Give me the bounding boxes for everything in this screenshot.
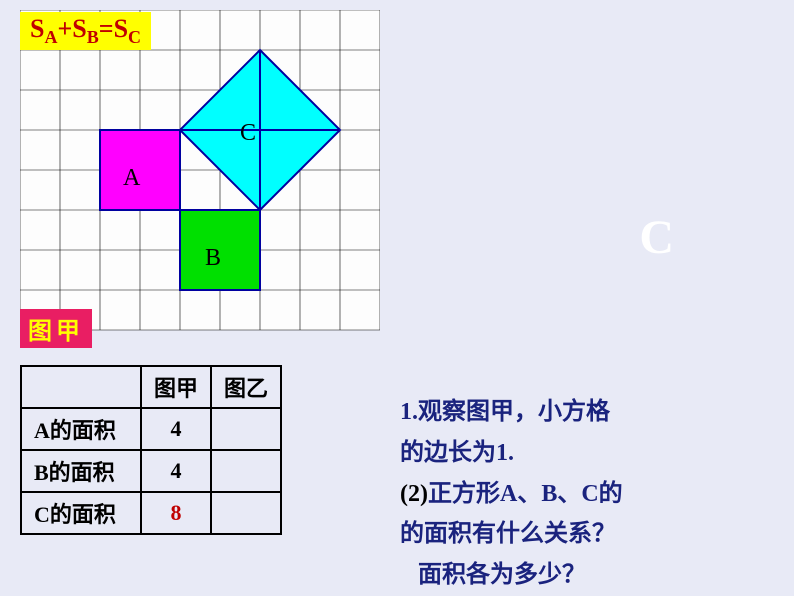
table-row: C的面积 8 — [21, 492, 281, 534]
q-line5: 面积各为多少？ — [400, 555, 780, 596]
th-blank — [21, 366, 141, 408]
q-line2: 的边长为1. — [400, 433, 780, 474]
row-b-jia: 4 — [141, 450, 211, 492]
questions-block: 1.观察图甲，小方格 的边长为1. (2)正方形A、B、C的 的面积有什么关系？… — [400, 392, 780, 596]
formula-text: SA+SB=SC — [30, 14, 141, 43]
th-jia: 图甲 — [141, 366, 211, 408]
row-c-jia: 8 — [141, 492, 211, 534]
square-a-label: A — [123, 165, 141, 191]
q-line3-num: (2) — [400, 481, 428, 507]
row-c-label: C的面积 — [21, 492, 141, 534]
grid-diagram-svg: A B C — [20, 10, 380, 350]
square-c-label: C — [240, 120, 256, 146]
row-b-label: B的面积 — [21, 450, 141, 492]
table-row: B的面积 4 — [21, 450, 281, 492]
q-line3-txt: 正方形A、B、C的 — [428, 481, 623, 507]
q-line4: 的面积有什么关系？ — [400, 514, 780, 555]
row-c-yi — [211, 492, 281, 534]
square-b-label: B — [205, 245, 221, 271]
th-yi: 图乙 — [211, 366, 281, 408]
area-table: 图甲 图乙 A的面积 4 B的面积 4 C的面积 8 — [20, 365, 282, 535]
q-line3: (2)正方形A、B、C的 — [400, 474, 780, 515]
table-header-row: 图甲 图乙 — [21, 366, 281, 408]
q-line1: 1.观察图甲，小方格 — [400, 392, 780, 433]
diagram-caption: 图甲 — [20, 309, 92, 348]
formula-equation-box: SA+SB=SC — [20, 12, 151, 50]
table-row: A的面积 4 — [21, 408, 281, 450]
watermark-c: C — [639, 210, 674, 265]
row-b-yi — [211, 450, 281, 492]
row-a-label: A的面积 — [21, 408, 141, 450]
row-a-jia: 4 — [141, 408, 211, 450]
row-a-yi — [211, 408, 281, 450]
diagram-area: SA+SB=SC A B C 图甲 — [20, 10, 380, 350]
